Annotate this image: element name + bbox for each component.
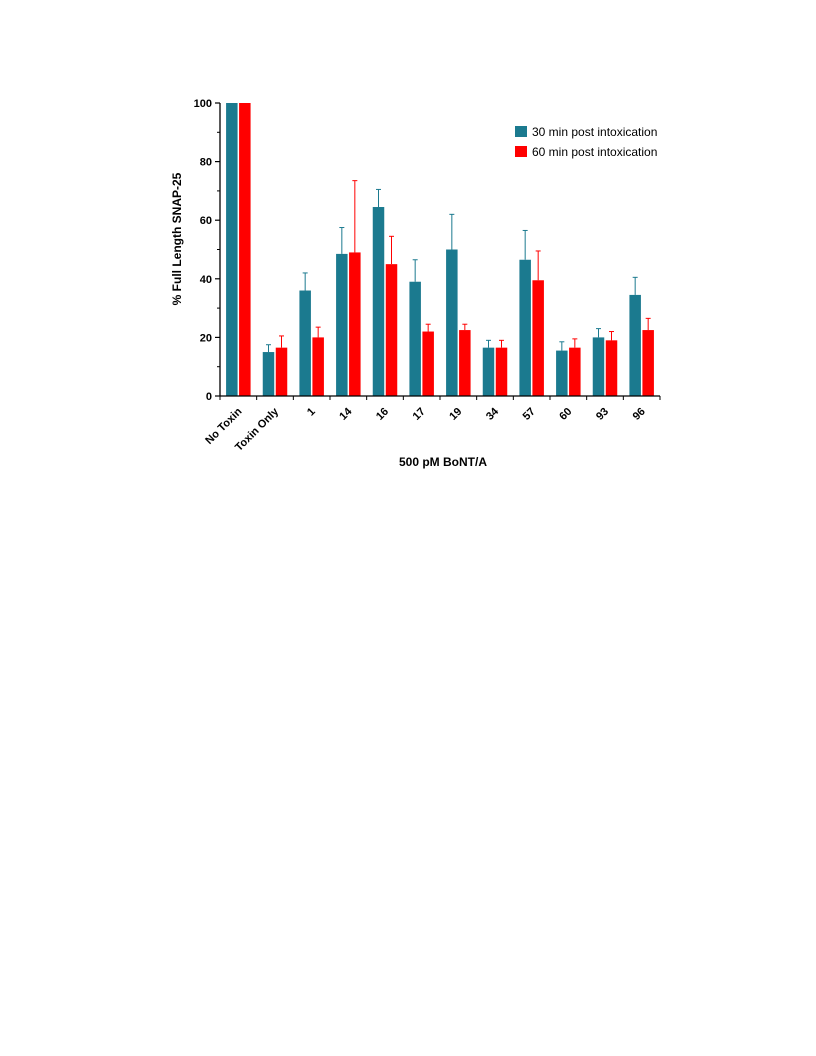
legend-swatch-60-min bbox=[515, 146, 527, 157]
x-tick-label: 1 bbox=[305, 406, 318, 419]
x-tick-label: 34 bbox=[484, 405, 502, 423]
legend-label-30-min: 30 min post intoxication bbox=[532, 125, 657, 139]
bar-60min-19 bbox=[459, 330, 471, 396]
y-tick-label: 20 bbox=[200, 332, 212, 344]
bar-30min-19 bbox=[446, 249, 458, 396]
x-tick-label: 19 bbox=[447, 406, 464, 423]
x-axis-title: 500 pM BoNT/A bbox=[399, 455, 487, 469]
x-tick-label: 60 bbox=[557, 406, 574, 423]
x-tick-label: 96 bbox=[631, 406, 648, 423]
bar-30min-toxin-only bbox=[262, 352, 275, 396]
bar-60min-17 bbox=[422, 331, 434, 396]
bar-60min-no-toxin bbox=[239, 103, 251, 396]
x-tick-label: 14 bbox=[337, 405, 355, 423]
bars-layer bbox=[226, 103, 654, 396]
bar-60min-1 bbox=[312, 337, 324, 396]
bar-30min-1 bbox=[299, 290, 311, 396]
y-axis-title: % Full Length SNAP-25 bbox=[170, 172, 184, 305]
bar-60min-34 bbox=[495, 347, 508, 396]
legend-swatch-30-min bbox=[515, 126, 527, 137]
bar-60min-16 bbox=[385, 264, 398, 396]
bar-60min-96 bbox=[642, 330, 654, 396]
bar-30min-14 bbox=[336, 253, 348, 396]
legend: 30 min post intoxication 60 min post int… bbox=[515, 125, 657, 159]
y-tick-label: 0 bbox=[206, 391, 212, 403]
y-tick-label: 60 bbox=[200, 215, 212, 227]
bar-30min-57 bbox=[519, 259, 531, 396]
bar-60min-60 bbox=[569, 347, 581, 396]
y-tick-label: 100 bbox=[194, 98, 212, 110]
x-tick-label: 93 bbox=[594, 406, 611, 423]
bar-30min-93 bbox=[592, 337, 605, 396]
bar-60min-93 bbox=[605, 340, 618, 396]
y-tick-label: 80 bbox=[200, 157, 212, 169]
bar-30min-17 bbox=[409, 281, 421, 396]
bar-30min-no-toxin bbox=[226, 103, 238, 396]
bar-30min-34 bbox=[482, 347, 495, 396]
legend-label-60-min: 60 min post intoxication bbox=[532, 145, 657, 159]
bar-30min-96 bbox=[629, 294, 641, 396]
x-tick-label: 57 bbox=[521, 406, 538, 423]
x-tick-label: 16 bbox=[374, 406, 391, 423]
bar-60min-14 bbox=[349, 252, 361, 396]
bar-60min-57 bbox=[532, 280, 544, 396]
bar-60min-toxin-only bbox=[275, 347, 288, 396]
x-tick-label: 17 bbox=[411, 406, 428, 423]
bar-30min-60 bbox=[556, 350, 568, 396]
bar-30min-16 bbox=[372, 207, 385, 396]
y-tick-label: 40 bbox=[200, 274, 212, 286]
